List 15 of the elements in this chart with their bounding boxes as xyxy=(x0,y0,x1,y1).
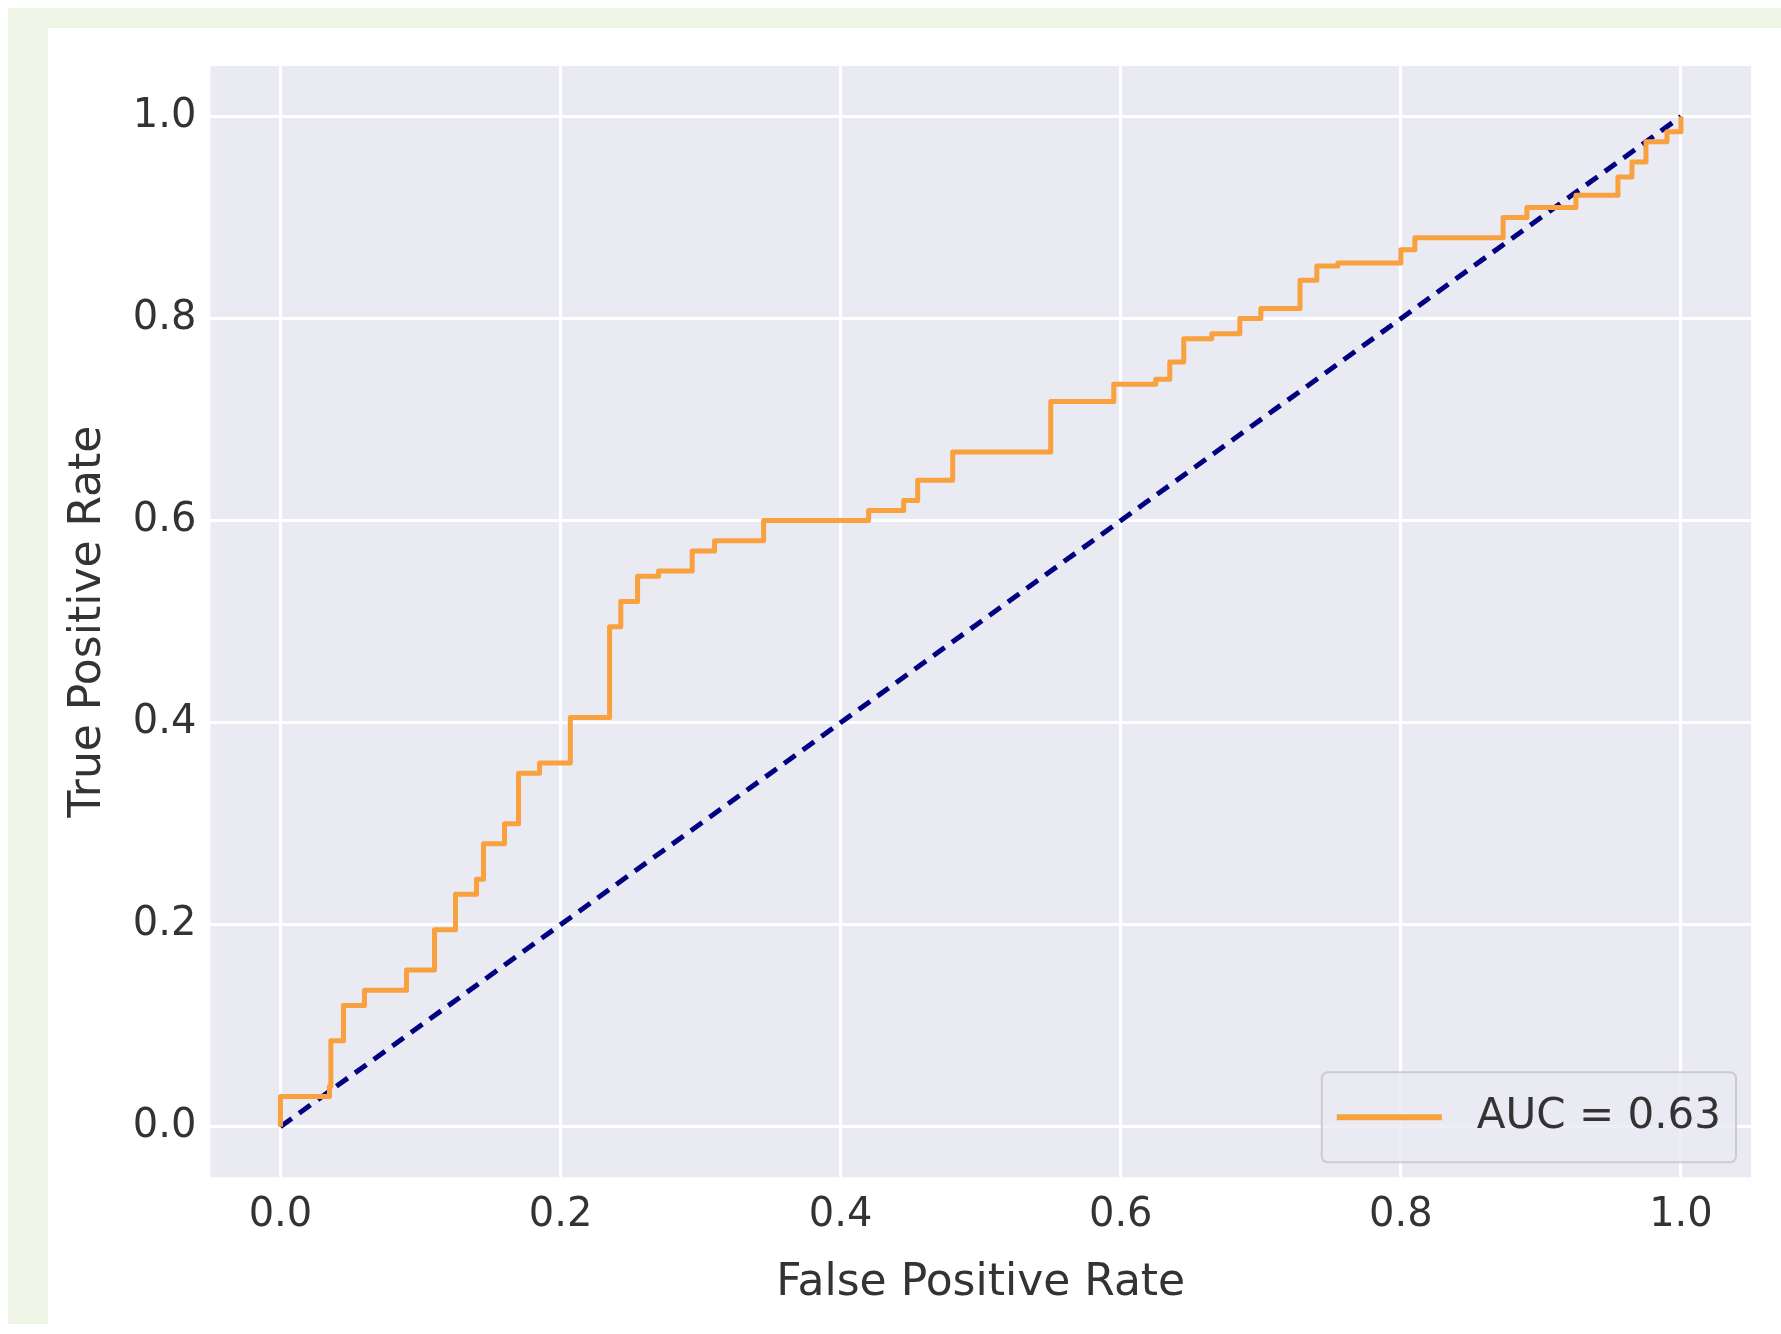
y-tick-label: 0.2 xyxy=(132,898,197,945)
x-tick-label: 0.6 xyxy=(1088,1188,1153,1235)
x-tick-label: 0.0 xyxy=(248,1188,313,1235)
y-tick-label: 0.0 xyxy=(132,1100,197,1147)
y-axis-title: True Positive Rate xyxy=(58,425,110,819)
y-tick-label: 1.0 xyxy=(132,89,197,136)
x-axis-title: False Positive Rate xyxy=(776,1254,1186,1306)
y-tick-label: 0.6 xyxy=(132,493,197,540)
x-tick-label: 0.2 xyxy=(528,1188,593,1235)
x-tick-label: 1.0 xyxy=(1649,1188,1713,1235)
y-tick-label: 0.8 xyxy=(132,291,197,338)
x-tick-label: 0.4 xyxy=(808,1188,873,1235)
x-tick-label: 0.8 xyxy=(1369,1188,1433,1235)
legend-label: AUC = 0.63 xyxy=(1476,1089,1722,1139)
y-tick-label: 0.4 xyxy=(132,696,197,743)
